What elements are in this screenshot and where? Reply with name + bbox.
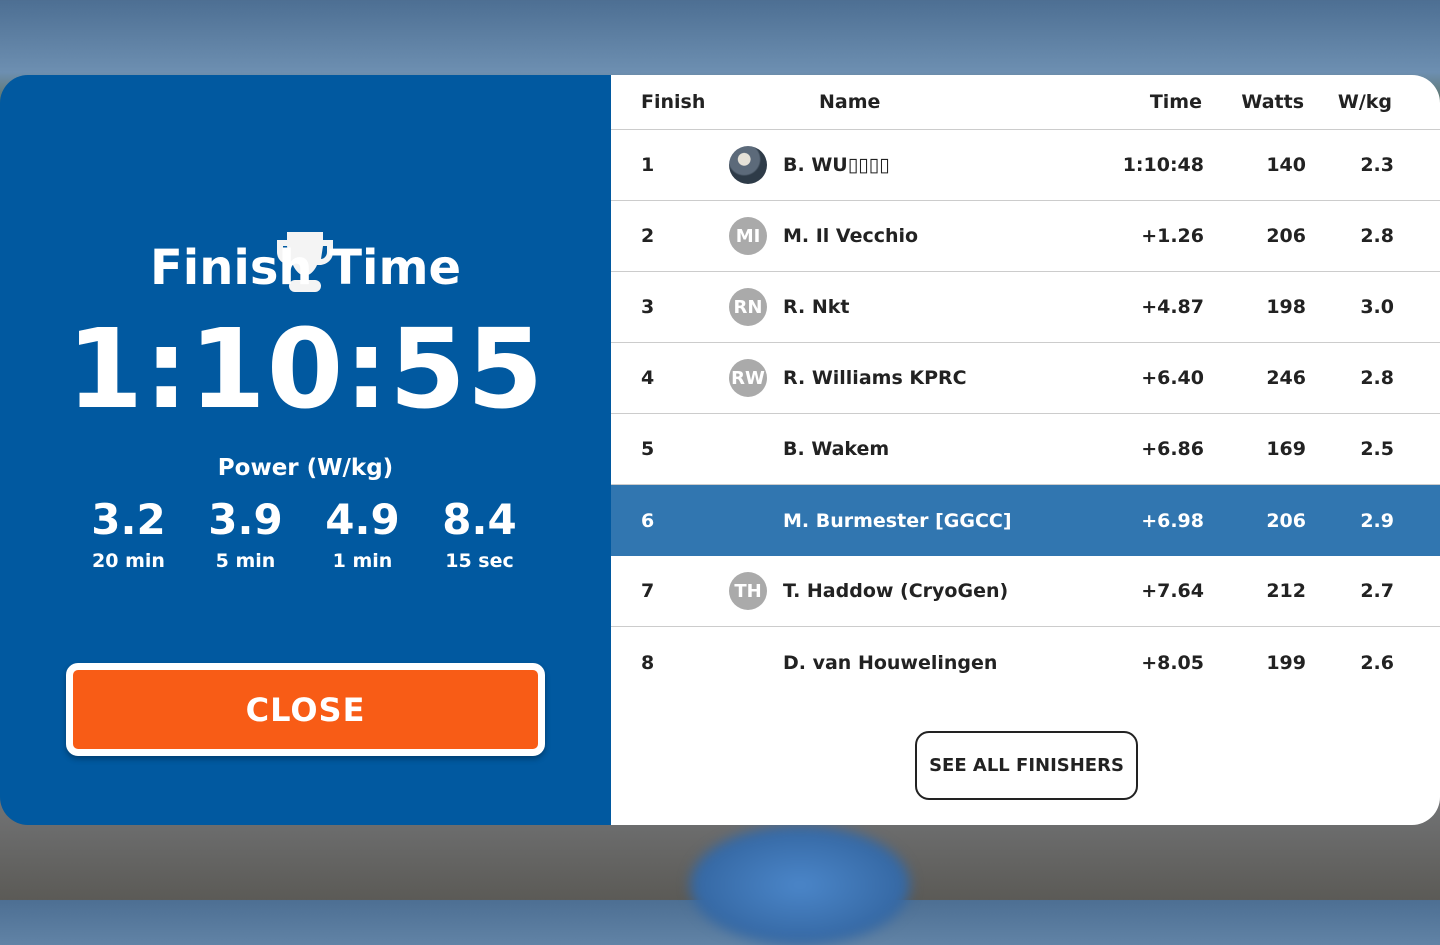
avatar: TH [729,572,767,610]
rider-watts: 198 [1266,296,1306,318]
rider-wkg: 3.0 [1360,296,1394,318]
results-table: Finish Name Time Watts W/kg 1 B. WU▯▯▯▯ … [611,75,1440,825]
rider-name: D. van Houwelingen [783,651,998,674]
stat-value: 4.9 [325,495,400,544]
col-wkg: W/kg [1337,91,1392,113]
rider-wkg: 2.7 [1360,580,1394,602]
background-rider [690,825,910,945]
finish-position: 7 [641,580,655,602]
avatar-cell: TH [723,572,773,610]
table-row[interactable]: 2 MI M. Il Vecchio +1.26 206 2.8 [611,201,1440,272]
rider-wkg: 2.8 [1360,367,1394,389]
rider-wkg: 2.9 [1360,509,1394,532]
rider-watts: 212 [1266,580,1306,602]
rider-time: +6.40 [1141,367,1204,389]
rider-name: B. Wakem [783,438,890,460]
power-stat: 8.4 15 sec [421,495,538,572]
stat-value: 3.2 [91,495,166,544]
stat-label: 5 min [215,550,276,572]
col-time: Time [1149,91,1202,113]
rider-name: B. WU▯▯▯▯ [783,154,890,176]
rider-time: +6.98 [1141,509,1204,532]
rider-wkg: 2.3 [1360,154,1394,176]
results-dialog: Finish Time 1:10:55 Power (W/kg) 3.2 20 m… [0,75,1440,825]
power-stat: 4.9 1 min [304,495,421,572]
rider-wkg: 2.6 [1360,651,1394,674]
power-stat: 3.9 5 min [187,495,304,572]
table-header: Finish Name Time Watts W/kg [611,75,1440,130]
rider-time: +1.26 [1141,225,1204,247]
stat-label: 20 min [92,550,165,572]
rider-wkg: 2.5 [1360,438,1394,460]
stat-label: 15 sec [445,550,514,572]
rider-time: +6.86 [1141,438,1204,460]
col-watts: Watts [1241,91,1304,113]
see-all-finishers-button[interactable]: SEE ALL FINISHERS [915,731,1138,800]
finish-position: 3 [641,296,655,318]
rider-name: M. Burmester [GGCC] [783,509,1012,532]
rider-name: R. Nkt [783,296,850,318]
avatar: MI [729,217,767,255]
rider-watts: 206 [1266,509,1306,532]
avatar: RN [729,288,767,326]
stat-value: 3.9 [208,495,283,544]
table-row[interactable]: 8 D. van Houwelingen +8.05 199 2.6 [611,627,1440,698]
rider-time: +8.05 [1141,651,1204,674]
rider-name: T. Haddow (CryoGen) [783,580,1009,602]
power-label: Power (W/kg) [217,455,394,481]
avatar: RW [729,359,767,397]
finish-position: 6 [641,509,655,532]
finish-position: 2 [641,225,655,247]
close-button[interactable]: CLOSE [66,663,545,756]
table-row[interactable]: 7 TH T. Haddow (CryoGen) +7.64 212 2.7 [611,556,1440,627]
rider-watts: 206 [1266,225,1306,247]
trophy-icon [277,232,333,292]
avatar-cell: MI [723,217,773,255]
finish-time-title: Finish Time [149,240,462,296]
finish-time-value: 1:10:55 [66,305,545,433]
power-stat: 3.2 20 min [70,495,187,572]
rider-watts: 199 [1266,651,1306,674]
rider-watts: 246 [1266,367,1306,389]
power-stats: 3.2 20 min 3.9 5 min 4.9 1 min 8.4 15 sec [70,495,538,572]
rider-watts: 140 [1266,154,1306,176]
rider-time: +7.64 [1141,580,1204,602]
finish-position: 8 [641,651,655,674]
avatar-cell: RW [723,359,773,397]
stat-value: 8.4 [442,495,517,544]
rider-name: R. Williams KPRC [783,367,967,389]
avatar [729,146,767,184]
table-row[interactable]: 6 M. Burmester [GGCC] +6.98 206 2.9 [611,485,1440,556]
finish-position: 1 [641,154,655,176]
avatar-cell: RN [723,288,773,326]
rider-wkg: 2.8 [1360,225,1394,247]
table-row[interactable]: 3 RN R. Nkt +4.87 198 3.0 [611,272,1440,343]
rider-name: M. Il Vecchio [783,225,919,247]
finish-position: 5 [641,438,655,460]
col-finish: Finish [641,91,706,113]
table-row[interactable]: 4 RW R. Williams KPRC +6.40 246 2.8 [611,343,1440,414]
rider-time: +4.87 [1141,296,1204,318]
col-name: Name [819,91,881,113]
summary-panel: Finish Time 1:10:55 Power (W/kg) 3.2 20 m… [0,75,611,825]
finish-position: 4 [641,367,655,389]
rider-time: 1:10:48 [1122,154,1204,176]
stat-label: 1 min [332,550,393,572]
rider-watts: 169 [1266,438,1306,460]
avatar-cell [723,146,773,184]
table-row[interactable]: 5 B. Wakem +6.86 169 2.5 [611,414,1440,485]
table-row[interactable]: 1 B. WU▯▯▯▯ 1:10:48 140 2.3 [611,130,1440,201]
